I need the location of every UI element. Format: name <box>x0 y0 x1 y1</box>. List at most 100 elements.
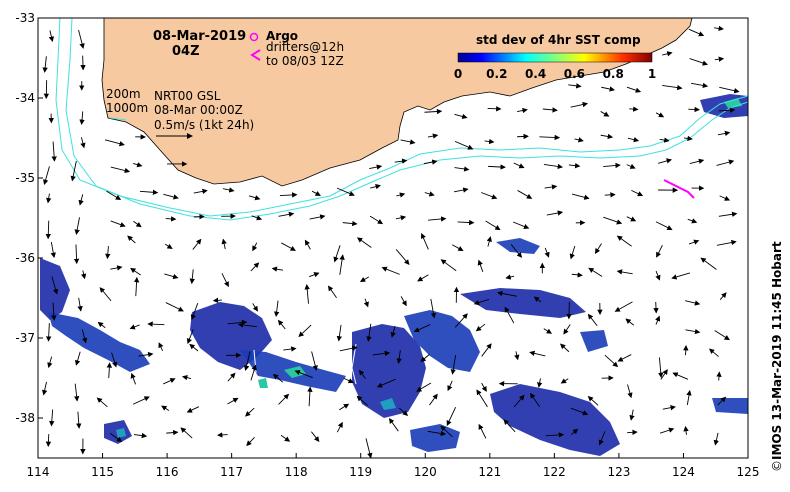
current-vector <box>625 318 635 326</box>
current-vector <box>227 372 236 382</box>
current-vector <box>339 254 345 275</box>
current-vector <box>366 323 372 342</box>
current-vector <box>559 343 570 353</box>
current-vector <box>542 107 558 113</box>
current-vector <box>477 259 484 272</box>
current-vector <box>574 137 584 143</box>
x-tick-label: 114 <box>27 465 50 479</box>
current-vector <box>311 351 318 371</box>
current-vector <box>73 383 80 402</box>
current-vector <box>278 211 295 218</box>
current-vector <box>78 194 84 206</box>
current-vector <box>133 276 140 297</box>
current-vector <box>190 302 199 321</box>
current-vector <box>688 28 705 37</box>
current-vector <box>76 411 82 429</box>
current-vector <box>97 321 106 329</box>
current-vector <box>430 298 437 319</box>
current-vector <box>163 378 176 385</box>
current-vector <box>45 220 51 240</box>
current-vector <box>603 216 623 225</box>
current-vector <box>309 214 326 220</box>
y-tick-label: -33 <box>15 11 35 25</box>
current-vector <box>627 137 640 143</box>
current-vector <box>529 392 541 408</box>
x-tick-label: 125 <box>737 465 760 479</box>
current-vector <box>714 56 725 62</box>
current-vector <box>246 436 255 447</box>
current-vector <box>413 324 431 333</box>
current-vector <box>51 141 57 162</box>
current-vector <box>481 382 487 392</box>
current-vector <box>390 325 396 338</box>
current-vector <box>158 342 164 352</box>
current-vector <box>280 434 291 442</box>
current-vector <box>598 431 606 446</box>
current-vector <box>309 272 320 278</box>
current-vector <box>454 113 468 120</box>
current-vector <box>563 324 571 335</box>
current-vector <box>51 276 59 295</box>
current-vector <box>74 351 81 366</box>
current-vector <box>42 56 48 73</box>
current-vector <box>626 86 642 93</box>
current-vector <box>587 313 598 326</box>
current-vector <box>689 158 705 164</box>
colorbar-tick-label: 0.8 <box>603 67 624 81</box>
current-vector <box>221 238 227 250</box>
current-vector <box>80 270 87 280</box>
current-vector <box>454 313 468 328</box>
argo-icon <box>249 32 259 42</box>
current-vector <box>372 350 391 357</box>
current-vector <box>186 329 194 344</box>
current-vector <box>568 83 582 89</box>
current-vector <box>513 162 525 169</box>
current-vector <box>109 433 123 443</box>
current-vector <box>395 215 407 221</box>
current-vector <box>545 432 565 438</box>
current-vector <box>616 235 632 247</box>
x-tick-label: 117 <box>220 465 243 479</box>
current-vector <box>110 166 131 174</box>
current-vector <box>399 407 409 416</box>
copyright-icon: © <box>770 460 784 472</box>
current-vector <box>273 300 280 318</box>
current-vector <box>626 216 637 222</box>
current-vector <box>604 354 619 368</box>
current-vector <box>327 285 337 299</box>
current-vector <box>717 130 731 137</box>
current-vector <box>504 306 515 324</box>
colorbar <box>457 52 653 63</box>
map-date: 08-Mar-2019 <box>153 29 246 44</box>
current-vector <box>339 403 350 411</box>
current-vector <box>336 324 343 342</box>
current-vector <box>503 419 516 433</box>
current-vector <box>343 377 354 384</box>
current-vector <box>388 418 399 432</box>
current-vector <box>272 373 284 383</box>
current-vector <box>192 238 202 250</box>
current-vector <box>243 351 251 371</box>
drifters-line2: to 08/03 12Z <box>266 54 344 68</box>
current-vector <box>485 220 501 231</box>
current-vector <box>517 133 529 140</box>
x-tick-label: 119 <box>349 465 372 479</box>
current-vector <box>570 101 589 108</box>
current-vector <box>476 389 488 408</box>
current-vector <box>336 187 355 197</box>
current-vector <box>81 329 88 344</box>
current-vector <box>719 195 731 201</box>
current-vector <box>600 111 610 117</box>
current-vector <box>164 243 173 250</box>
current-vector <box>50 241 56 259</box>
current-vector <box>278 393 290 405</box>
current-vector <box>283 346 297 352</box>
current-vector <box>304 239 311 250</box>
current-vector <box>616 269 633 275</box>
current-vector <box>311 190 321 196</box>
current-vector <box>662 84 683 91</box>
current-vector <box>420 354 430 363</box>
current-vector <box>80 55 86 71</box>
current-vector <box>505 274 515 280</box>
current-vector <box>683 425 689 435</box>
